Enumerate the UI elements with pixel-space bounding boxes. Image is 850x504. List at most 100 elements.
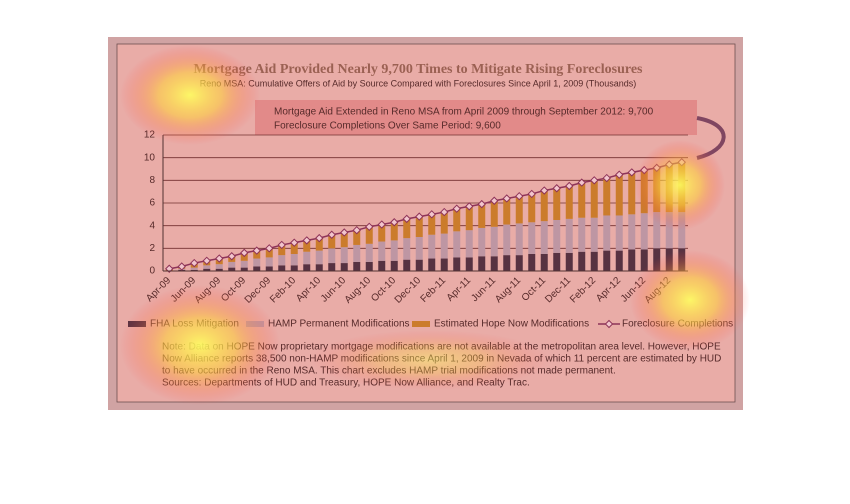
legend-label: Foreclosure Completions [622, 319, 733, 330]
line-marker [265, 244, 274, 253]
line-marker [227, 252, 236, 261]
line-marker [202, 256, 211, 266]
bar-segment [453, 231, 461, 258]
bar-segment [515, 196, 523, 224]
bar-segment [640, 249, 648, 271]
bar-segment [303, 240, 311, 252]
bar-segment [478, 204, 486, 228]
bar-segment [315, 238, 323, 251]
bar-segment [253, 258, 261, 267]
annotation-box [255, 100, 697, 135]
bar-segment [490, 200, 498, 227]
line-marker [565, 181, 574, 191]
line-marker [427, 210, 436, 219]
bar-segment [653, 248, 661, 271]
y-tick-label: 10 [144, 152, 156, 163]
bar-segment [578, 217, 586, 252]
bar-segment [603, 178, 611, 216]
y-tick-label: 0 [149, 266, 155, 277]
bar-segment [403, 259, 411, 271]
bar-segment [590, 251, 598, 271]
bar-segment [603, 250, 611, 271]
bar-segment [340, 263, 348, 271]
line-marker [177, 262, 186, 271]
bar-segment [465, 257, 473, 271]
line-marker [390, 218, 399, 227]
bar-segment [315, 250, 323, 265]
bar-segment [278, 255, 286, 266]
bar-segment [415, 237, 423, 260]
line-marker [290, 238, 299, 247]
legend-label: FHA Loss Mitigation [150, 319, 239, 330]
bar-segment [490, 226, 498, 257]
bar-segment [290, 265, 298, 271]
line-marker [627, 168, 636, 177]
bar-segment [615, 215, 623, 251]
bar-segment [540, 221, 548, 254]
line-marker [340, 228, 349, 237]
bar-segment [403, 238, 411, 260]
bar-segment [478, 227, 486, 257]
bar-segment [678, 248, 686, 271]
bar-segment [590, 217, 598, 252]
bar-segment [465, 230, 473, 258]
bar-segment [440, 258, 448, 271]
bar-segment [328, 263, 336, 271]
bar-segment [290, 242, 298, 254]
bar-segment [640, 213, 648, 250]
bar-segment [340, 247, 348, 264]
note: Note: Data on HOPE Now proprietary mortg… [162, 342, 721, 353]
bar-segment [515, 255, 523, 271]
bar-segment [640, 170, 648, 214]
bar-segment [290, 254, 298, 266]
bar-segment [565, 252, 573, 271]
bar-segment [590, 180, 598, 218]
bar-segment [415, 259, 423, 271]
y-tick-label: 6 [149, 198, 155, 209]
line-marker [452, 204, 461, 213]
bar-segment [390, 222, 398, 241]
bar-segment [465, 206, 473, 231]
bar-segment [378, 224, 386, 242]
bar-segment [278, 244, 286, 256]
line-marker [540, 186, 549, 195]
bar-segment [390, 260, 398, 271]
bar-segment [265, 266, 273, 271]
bar-segment [353, 261, 361, 271]
bar-segment [328, 234, 336, 249]
bar-segment [628, 249, 636, 271]
bar-segment [578, 182, 586, 218]
annotation: Foreclosure Completions Over Same Period… [274, 121, 501, 132]
bar-segment [678, 161, 686, 213]
bar-segment [278, 265, 286, 271]
bar-segment [653, 212, 661, 249]
bar-segment [415, 216, 423, 237]
bar-segment [678, 212, 686, 249]
bar-segment [428, 234, 436, 259]
bar-segment [265, 257, 273, 267]
line-marker [327, 230, 336, 239]
legend-swatch [412, 321, 430, 327]
note: to have occurred in the Reno MSA. This c… [162, 366, 616, 377]
bar-segment [540, 190, 548, 222]
bar-segment [240, 267, 248, 271]
note: Now Alliance reports 38,500 non-HAMP mod… [162, 354, 721, 365]
bar-segment [490, 256, 498, 271]
bar-segment [528, 193, 536, 223]
legend-swatch [604, 319, 614, 329]
chart-title: Mortgage Aid Provided Nearly 9,700 Times… [194, 62, 644, 77]
bar-segment [503, 255, 511, 271]
y-tick-label: 12 [144, 130, 156, 141]
bar-segment [553, 252, 561, 271]
chart-subtitle: Reno MSA: Cumulative Offers of Aid by So… [200, 78, 637, 88]
bar-segment [253, 266, 261, 271]
line-marker [590, 176, 599, 185]
bar-segment [553, 188, 561, 220]
bar-segment [565, 186, 573, 219]
legend-swatch [246, 321, 264, 327]
bar-segment [228, 267, 236, 271]
bar-segment [503, 198, 511, 225]
line-marker [615, 170, 624, 179]
bar-segment [440, 233, 448, 259]
line-marker [552, 184, 561, 193]
